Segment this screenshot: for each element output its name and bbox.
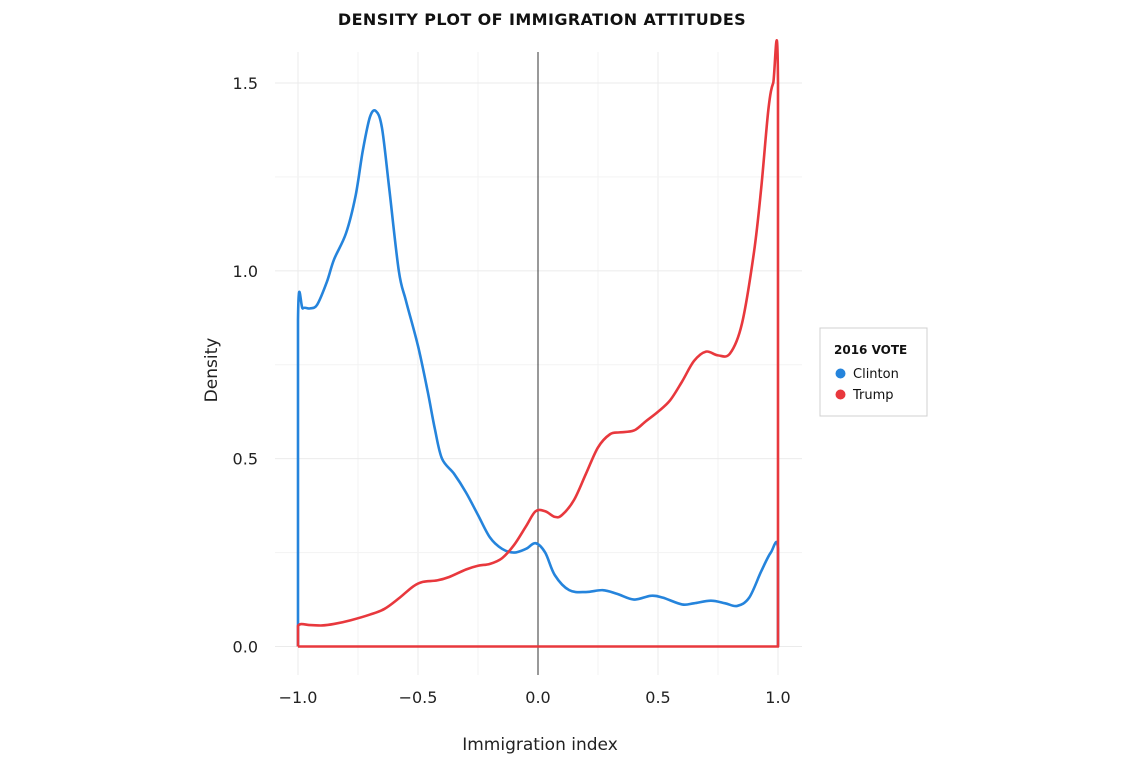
legend-marker-trump bbox=[835, 389, 846, 400]
y-axis-ticks: 0.0 0.5 1.0 1.5 bbox=[233, 74, 258, 657]
y-tick-label: 1.5 bbox=[233, 74, 258, 93]
x-tick-label: −0.5 bbox=[399, 688, 438, 707]
x-axis-title: Immigration index bbox=[462, 735, 618, 755]
x-axis-ticks: −1.0 −0.5 0.0 0.5 1.0 bbox=[279, 688, 791, 707]
legend: 2016 VOTE Clinton Trump bbox=[819, 327, 928, 417]
legend-label-clinton: Clinton bbox=[853, 367, 899, 382]
series-line-clinton bbox=[296, 109, 780, 647]
y-axis-title: Density bbox=[202, 338, 222, 403]
y-tick-label: 0.0 bbox=[233, 638, 258, 657]
legend-label-trump: Trump bbox=[852, 388, 894, 403]
series-line-trump bbox=[296, 39, 780, 648]
x-tick-label: 1.0 bbox=[765, 688, 790, 707]
y-tick-label: 0.5 bbox=[233, 450, 258, 469]
series-lines bbox=[296, 39, 780, 648]
legend-title: 2016 VOTE bbox=[834, 343, 907, 357]
legend-marker-clinton bbox=[835, 368, 846, 379]
x-tick-label: 0.0 bbox=[525, 688, 550, 707]
x-tick-label: −1.0 bbox=[279, 688, 318, 707]
y-tick-label: 1.0 bbox=[233, 262, 258, 281]
chart-title: DENSITY PLOT OF IMMIGRATION ATTITUDES bbox=[338, 10, 746, 29]
x-tick-label: 0.5 bbox=[645, 688, 670, 707]
